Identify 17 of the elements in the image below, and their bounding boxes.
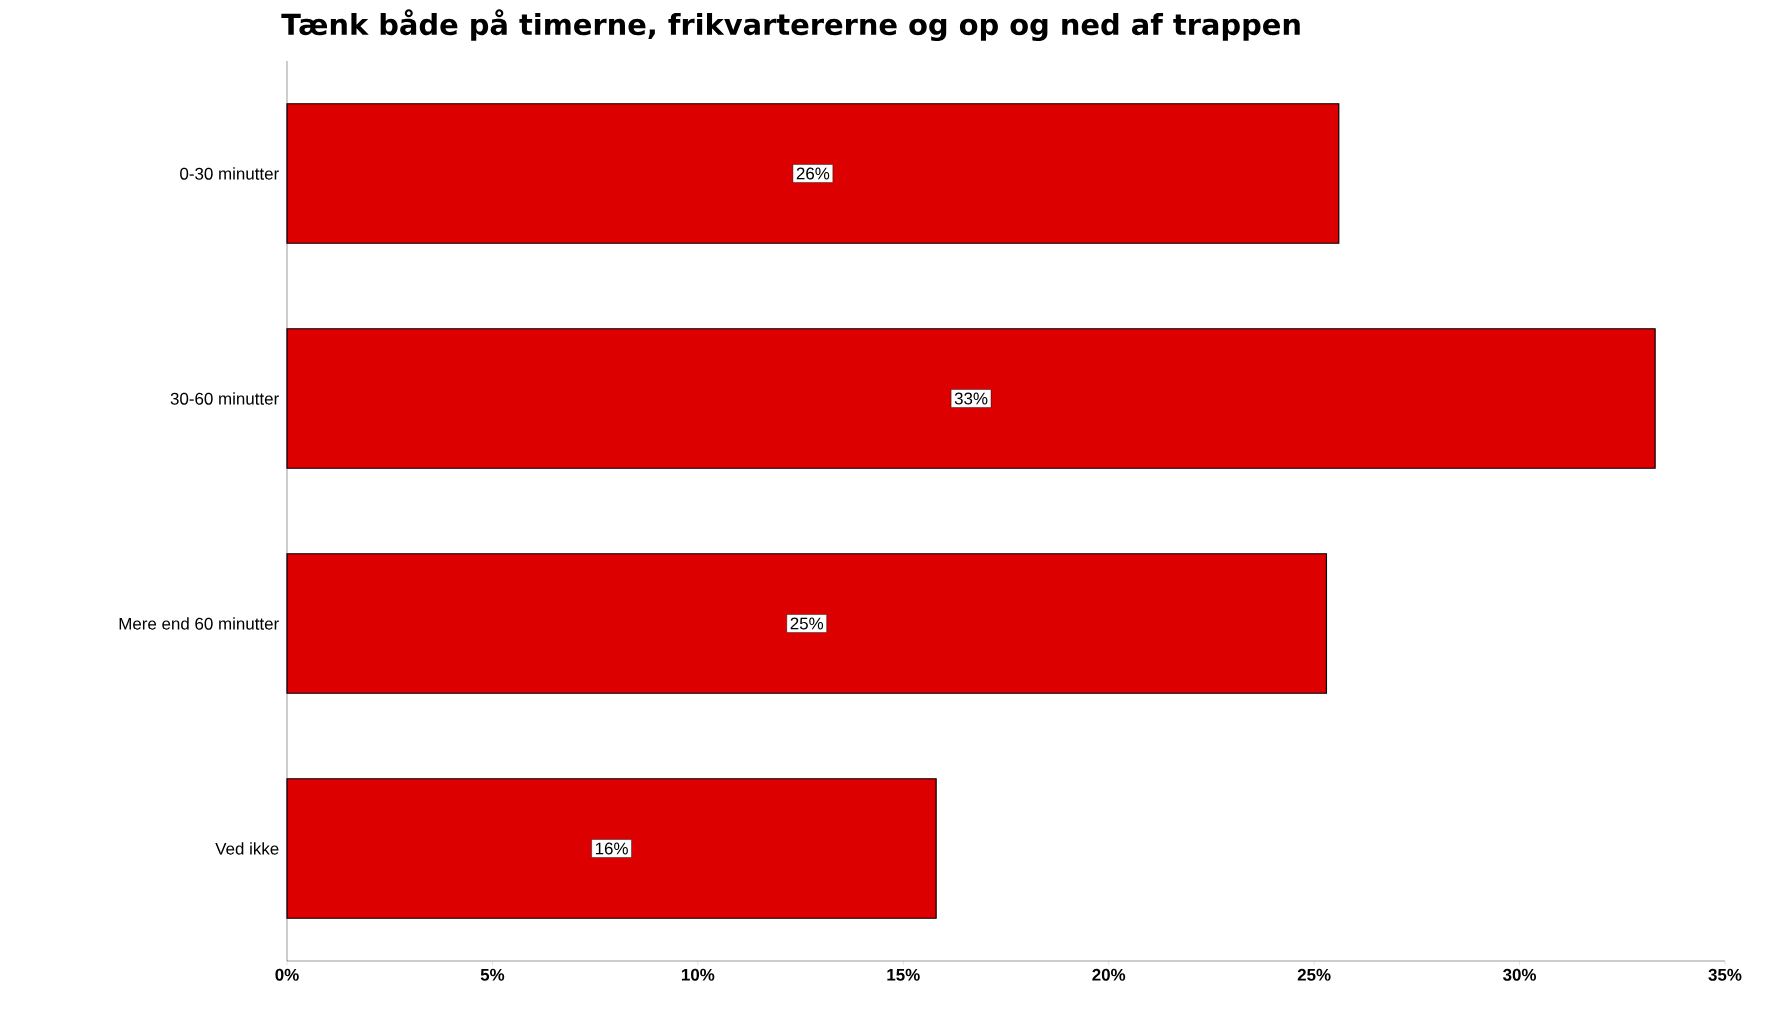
x-tick-label: 15% [887, 968, 920, 981]
y-tick-label: 0-30 minutter [180, 167, 279, 180]
data-label: 16% [595, 842, 628, 855]
x-tick-label: 35% [1708, 968, 1742, 981]
chart-title: Tænk både på timerne, frikvartererne og op og ned af trappen [281, 9, 1300, 42]
x-tick-label: 5% [480, 968, 505, 981]
data-label: 33% [954, 392, 988, 405]
x-tick-label: 10% [681, 968, 715, 981]
x-tick-label: 0% [275, 968, 299, 981]
y-tick-label: Mere end 60 minutter [119, 617, 279, 630]
y-tick-label: 30-60 minutter [170, 392, 279, 405]
x-tick-label: 25% [1297, 968, 1331, 981]
x-tick-label: 20% [1092, 968, 1126, 981]
x-tick-label: 30% [1502, 968, 1537, 981]
y-tick-label: Ved ikke [215, 842, 279, 855]
data-label: 26% [796, 167, 830, 180]
data-label: 25% [790, 617, 824, 630]
